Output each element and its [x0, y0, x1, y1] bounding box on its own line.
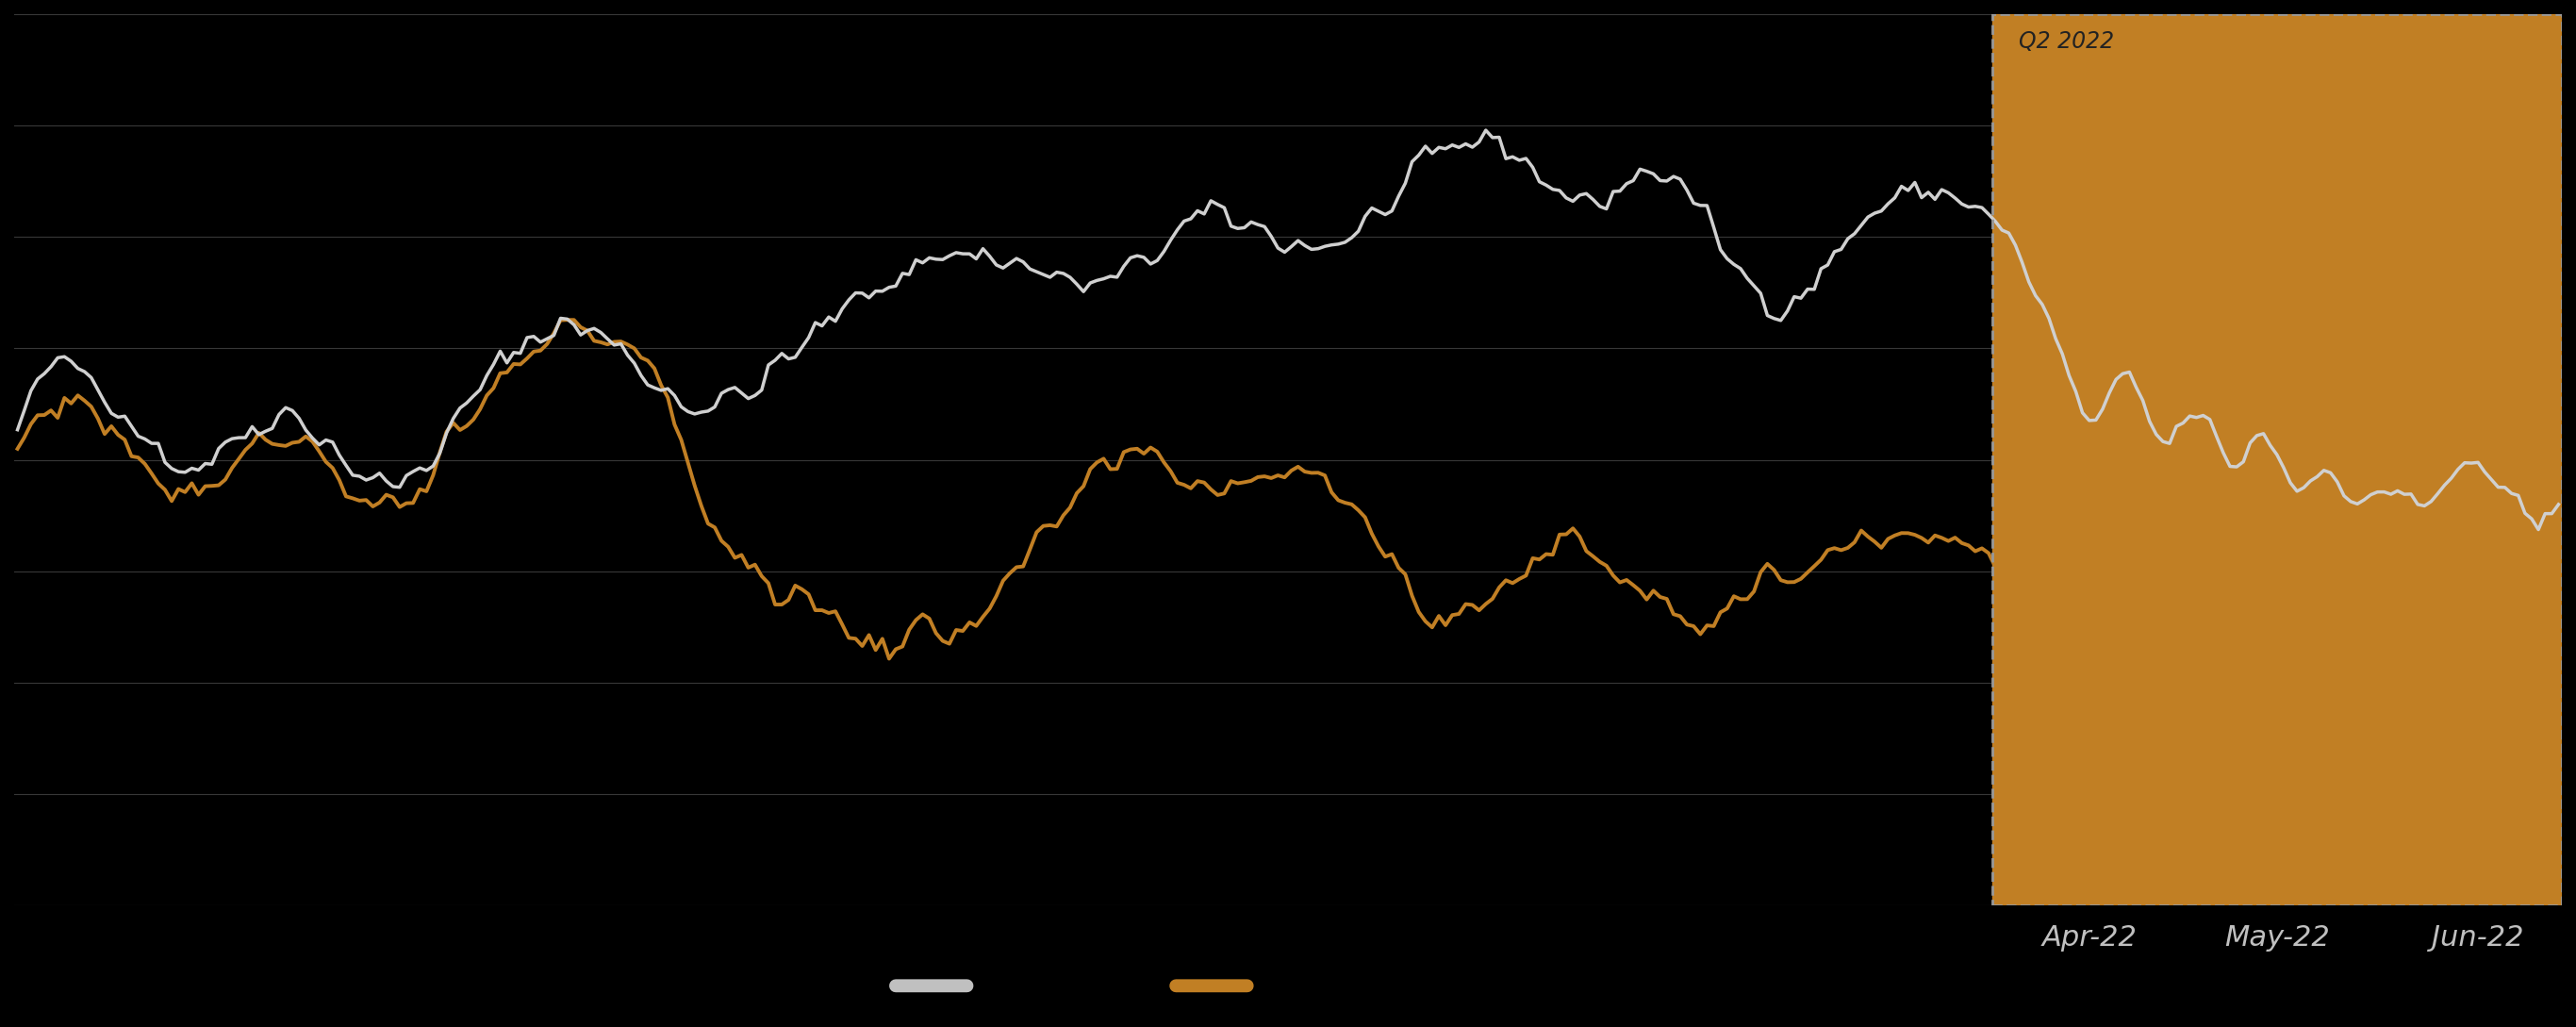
Bar	[1991, 14, 2563, 906]
Text: Q2 2022: Q2 2022	[2020, 30, 2115, 52]
